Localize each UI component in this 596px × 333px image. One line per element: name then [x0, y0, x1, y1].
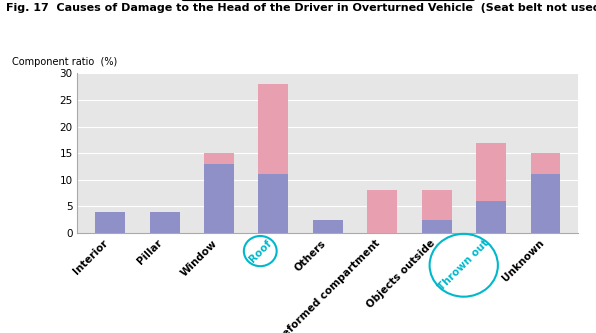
Bar — [259, 174, 288, 233]
Bar — [204, 153, 234, 164]
Bar — [530, 153, 560, 174]
Bar — [259, 84, 288, 174]
Bar — [422, 190, 452, 220]
Bar — [422, 220, 452, 233]
Bar — [204, 164, 234, 233]
Bar — [313, 220, 343, 233]
Bar — [530, 174, 560, 233]
Bar — [476, 201, 506, 233]
Bar — [95, 212, 125, 233]
Text: Component ratio  (%): Component ratio (%) — [13, 57, 117, 67]
Bar — [367, 190, 397, 233]
Bar — [476, 143, 506, 201]
Bar — [150, 212, 179, 233]
Text: Fig. 17  Causes of Damage to the Head of the Driver in Overturned Vehicle  (Seat: Fig. 17 Causes of Damage to the Head of … — [6, 3, 596, 13]
